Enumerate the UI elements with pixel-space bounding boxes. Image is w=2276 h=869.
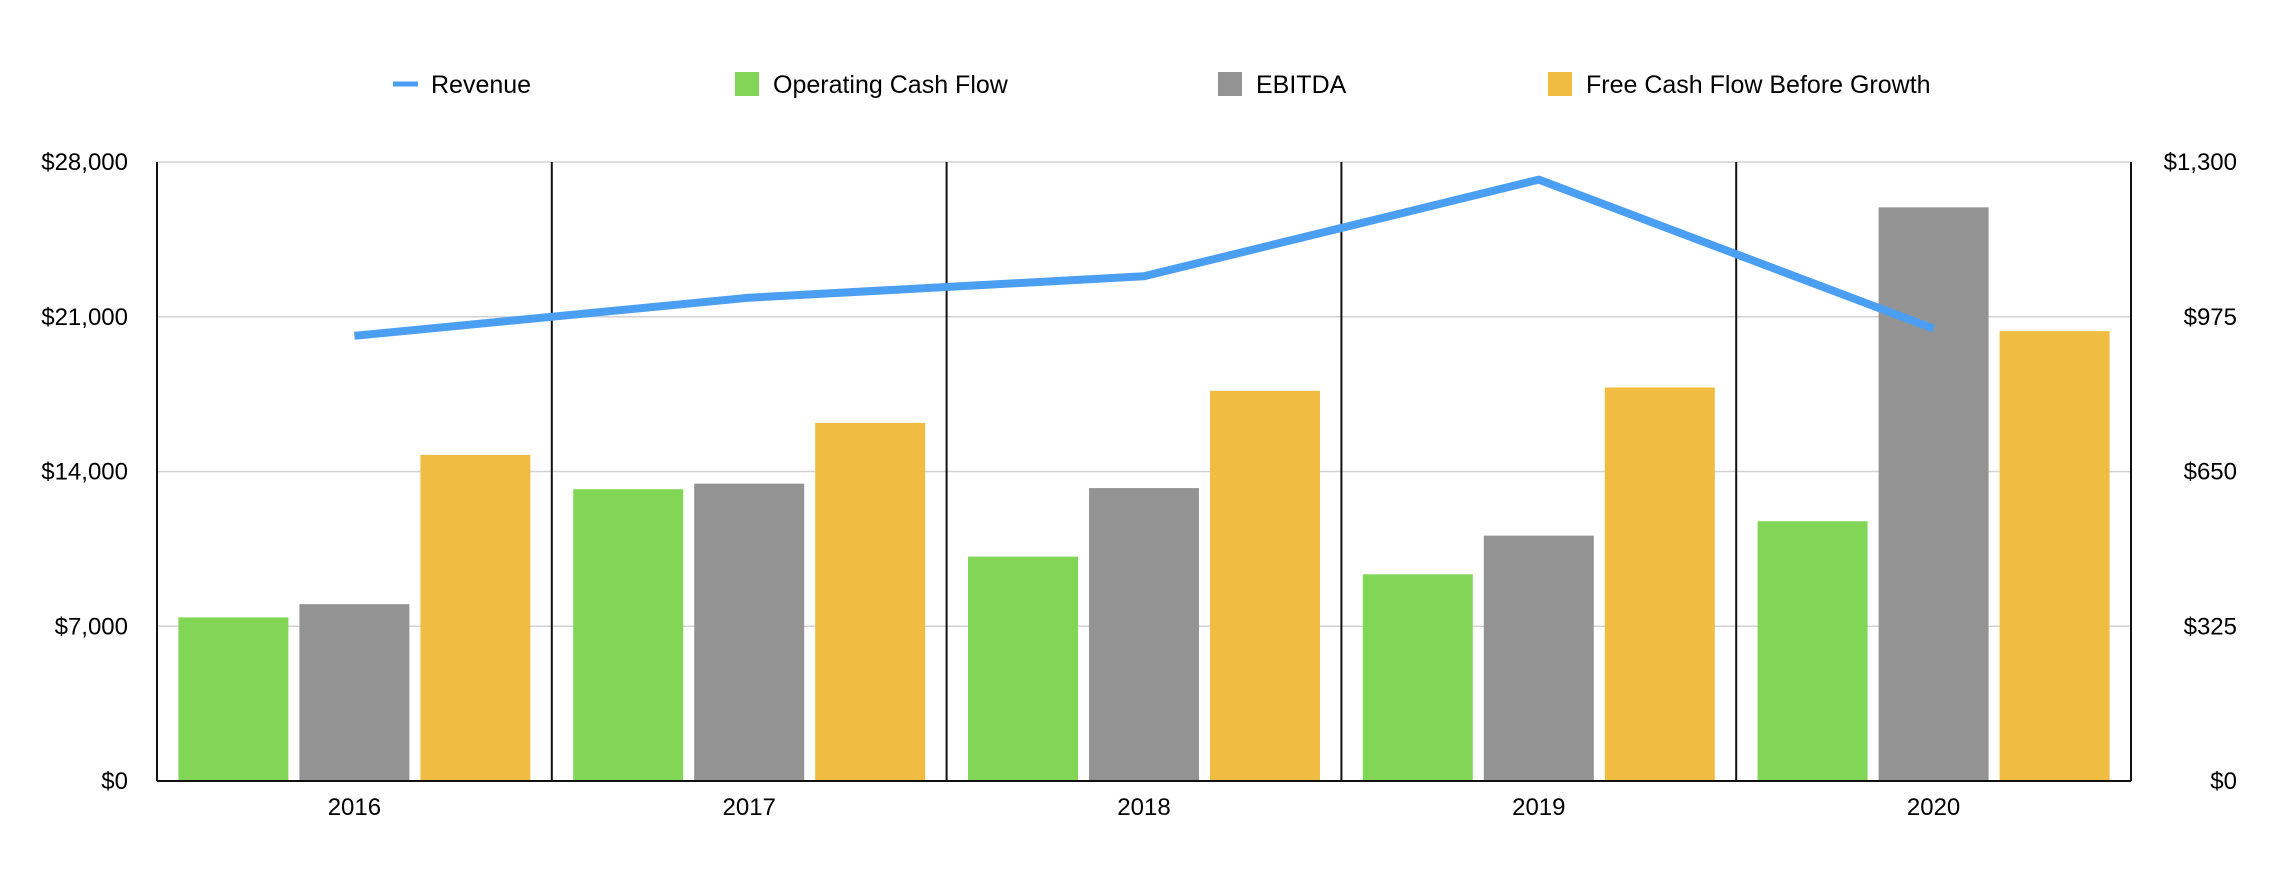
legend-label-free-cash-flow-before-growth: Free Cash Flow Before Growth [1586,71,1931,99]
y2-tick-label-4: $1,300 [2164,149,2237,176]
x-tick-label-2018: 2018 [1117,794,1170,821]
bar-ebitda-2019 [1484,536,1594,781]
bar-free-cash-flow-before-growth-2017 [815,423,925,781]
bar-operating-cash-flow-2020 [1758,521,1868,781]
x-tick-label-2017: 2017 [723,794,776,821]
bar-operating-cash-flow-2016 [178,617,288,781]
legend-marker-operating-cash-flow [735,72,759,96]
bar-ebitda-2017 [694,484,804,781]
bar-operating-cash-flow-2019 [1363,574,1473,781]
y2-tick-label-0: $0 [2210,768,2237,795]
line-revenue [354,180,1933,336]
bar-free-cash-flow-before-growth-2020 [2000,331,2110,781]
y-tick-label-0: $0 [101,768,128,795]
y-tick-label-2: $14,000 [41,459,128,486]
y2-tick-label-2: $650 [2184,459,2237,486]
y2-tick-label-3: $975 [2184,304,2237,331]
x-tick-label-2016: 2016 [328,794,381,821]
y2-tick-label-1: $325 [2184,613,2237,640]
bar-ebitda-2016 [299,604,409,781]
y-tick-label-3: $21,000 [41,304,128,331]
bar-free-cash-flow-before-growth-2019 [1605,387,1715,781]
bar-operating-cash-flow-2018 [968,557,1078,781]
legend-label-ebitda: EBITDA [1256,71,1347,99]
bar-free-cash-flow-before-growth-2018 [1210,391,1320,781]
legend-marker-free-cash-flow-before-growth [1548,72,1572,96]
bar-ebitda-2018 [1089,488,1199,781]
y-tick-label-4: $28,000 [41,149,128,176]
bar-free-cash-flow-before-growth-2016 [420,455,530,781]
legend-label-revenue: Revenue [431,71,531,99]
x-tick-label-2020: 2020 [1907,794,1960,821]
legend-label-operating-cash-flow: Operating Cash Flow [773,71,1009,99]
x-tick-label-2019: 2019 [1512,794,1565,821]
bar-ebitda-2020 [1879,207,1989,781]
y-tick-label-1: $7,000 [55,613,128,640]
legend-marker-ebitda [1218,72,1242,96]
bar-operating-cash-flow-2017 [573,489,683,781]
